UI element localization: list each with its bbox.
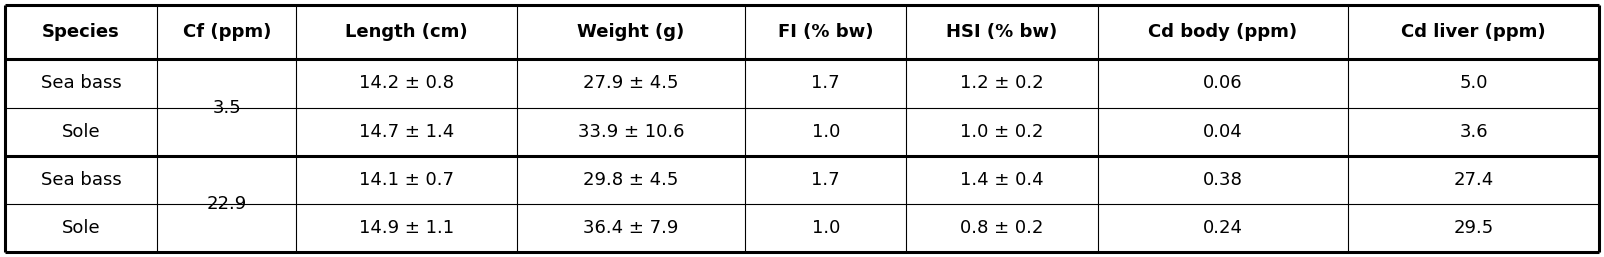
- Text: HSI (% bw): HSI (% bw): [946, 23, 1057, 41]
- Text: 29.5: 29.5: [1453, 219, 1493, 237]
- Text: 1.0: 1.0: [812, 219, 840, 237]
- Text: 0.8 ± 0.2: 0.8 ± 0.2: [961, 219, 1044, 237]
- Text: 0.04: 0.04: [1203, 123, 1243, 141]
- Text: 27.4: 27.4: [1453, 171, 1493, 189]
- Text: Cf (ppm): Cf (ppm): [183, 23, 271, 41]
- Text: 1.7: 1.7: [812, 171, 840, 189]
- Text: 0.06: 0.06: [1203, 75, 1243, 93]
- Text: Cd body (ppm): Cd body (ppm): [1148, 23, 1298, 41]
- Text: 3.6: 3.6: [1460, 123, 1489, 141]
- Text: 14.7 ± 1.4: 14.7 ± 1.4: [359, 123, 454, 141]
- Text: 5.0: 5.0: [1460, 75, 1489, 93]
- Text: 0.24: 0.24: [1203, 219, 1243, 237]
- Text: 33.9 ± 10.6: 33.9 ± 10.6: [577, 123, 685, 141]
- Text: Cd liver (ppm): Cd liver (ppm): [1402, 23, 1546, 41]
- Text: Length (cm): Length (cm): [345, 23, 468, 41]
- Text: Species: Species: [42, 23, 120, 41]
- Text: Sole: Sole: [61, 219, 101, 237]
- Text: Sole: Sole: [61, 123, 101, 141]
- Text: 22.9: 22.9: [207, 195, 247, 213]
- Text: Weight (g): Weight (g): [577, 23, 685, 41]
- Text: 14.2 ± 0.8: 14.2 ± 0.8: [359, 75, 454, 93]
- Text: 1.0 ± 0.2: 1.0 ± 0.2: [961, 123, 1044, 141]
- Text: 1.2 ± 0.2: 1.2 ± 0.2: [961, 75, 1044, 93]
- Text: 1.4 ± 0.4: 1.4 ± 0.4: [961, 171, 1044, 189]
- Text: 14.1 ± 0.7: 14.1 ± 0.7: [359, 171, 454, 189]
- Text: 36.4 ± 7.9: 36.4 ± 7.9: [584, 219, 678, 237]
- Text: 3.5: 3.5: [212, 98, 241, 116]
- Text: 27.9 ± 4.5: 27.9 ± 4.5: [584, 75, 678, 93]
- Text: Sea bass: Sea bass: [40, 75, 122, 93]
- Text: 14.9 ± 1.1: 14.9 ± 1.1: [359, 219, 454, 237]
- Text: FI (% bw): FI (% bw): [778, 23, 874, 41]
- Text: 1.7: 1.7: [812, 75, 840, 93]
- Text: 29.8 ± 4.5: 29.8 ± 4.5: [584, 171, 678, 189]
- Text: 0.38: 0.38: [1203, 171, 1243, 189]
- Text: 1.0: 1.0: [812, 123, 840, 141]
- Text: Sea bass: Sea bass: [40, 171, 122, 189]
